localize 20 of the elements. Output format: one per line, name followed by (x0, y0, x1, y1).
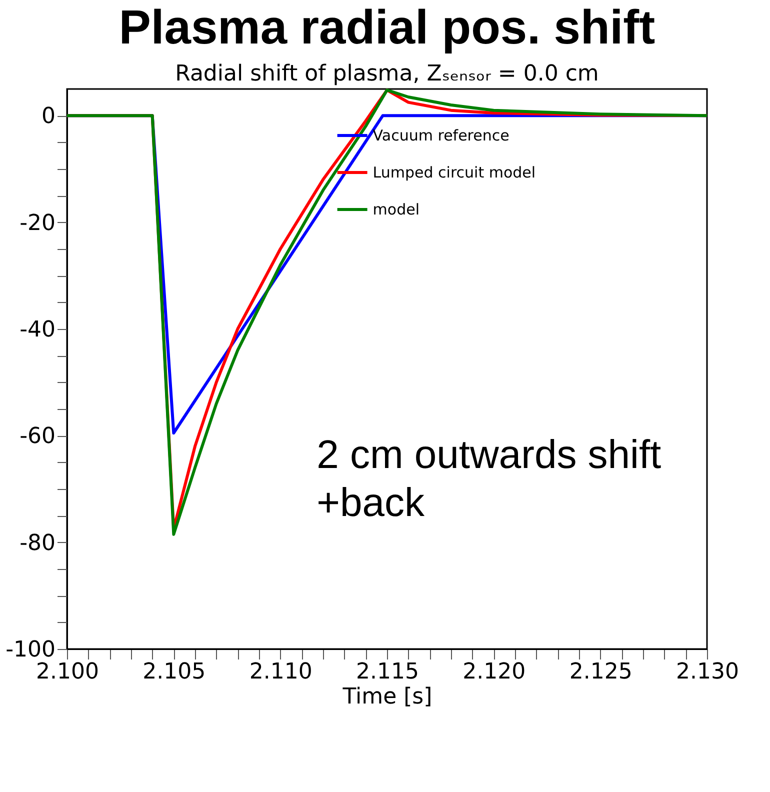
chart-title: Plasma radial pos. shift (118, 2, 656, 55)
x-tick-label: 2.100 (36, 660, 99, 684)
legend-label: model (372, 200, 420, 218)
chart-subtitle: Radial shift of plasma, Zₛₑₙₛₒᵣ = 0.0 cm (175, 62, 599, 87)
y-tick-label: -100 (6, 638, 56, 662)
x-tick-label: 2.110 (249, 660, 312, 684)
x-tick-label: 2.125 (569, 660, 632, 684)
y-tick-label: -80 (20, 530, 56, 556)
y-tick-label: 0 (42, 104, 56, 130)
x-tick-label: 2.105 (142, 660, 206, 684)
y-tick-label: -40 (20, 318, 56, 342)
x-axis-title: Time [s] (342, 684, 432, 710)
x-tick-label: 2.120 (462, 660, 526, 684)
y-tick-label: -60 (20, 424, 56, 450)
legend-label: Vacuum reference (372, 126, 510, 144)
x-tick-label: 2.130 (676, 660, 739, 684)
annotation: 2 cm outwards shift +back (316, 433, 662, 526)
y-tick-label: -20 (20, 210, 56, 236)
x-tick-label: 2.115 (356, 660, 419, 684)
legend-label: Lumped circuit model (372, 164, 536, 182)
